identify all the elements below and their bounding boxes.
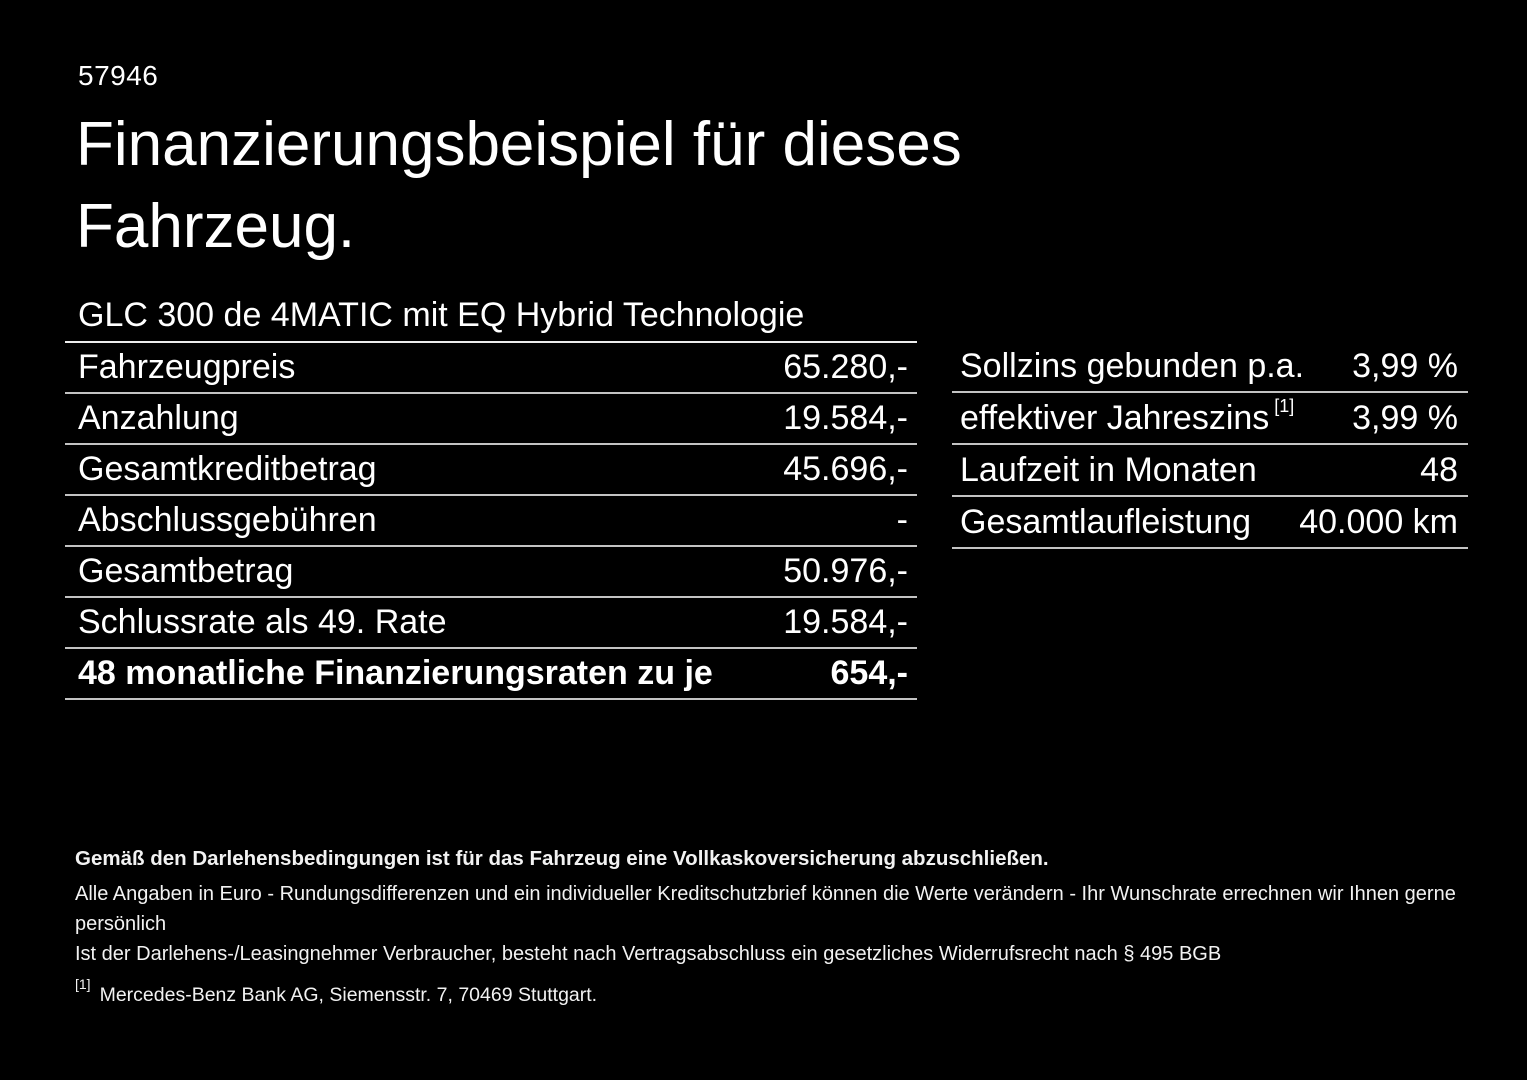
row-value: 40.000 km xyxy=(1299,502,1458,541)
table-row-gesamtkreditbetrag: Gesamtkreditbetrag 45.696,- xyxy=(65,445,917,496)
row-label: Sollzins gebunden p.a. xyxy=(960,346,1305,385)
row-value: 654,- xyxy=(830,654,909,692)
row-label: Gesamtbetrag xyxy=(78,552,294,590)
table-row-gesamtlaufleistung: Gesamtlaufleistung 40.000 km xyxy=(952,497,1468,549)
row-label: Gesamtkreditbetrag xyxy=(78,450,377,488)
table-row-anzahlung: Anzahlung 19.584,- xyxy=(65,394,917,445)
table-row-fahrzeugpreis: Fahrzeugpreis 65.280,- xyxy=(65,343,917,394)
row-value: 50.976,- xyxy=(783,552,908,590)
disclaimer-block: Gemäß den Darlehensbedingungen ist für d… xyxy=(75,846,1475,1008)
row-label: Schlussrate als 49. Rate xyxy=(78,603,447,641)
table-row-effektiver-jahreszins: effektiver Jahreszins [1] 3,99 % xyxy=(952,393,1468,445)
row-label: Abschlussgebühren xyxy=(78,501,377,539)
page-title: Finanzierungsbeispiel für dieses Fahrzeu… xyxy=(76,104,962,268)
page-title-line1: Finanzierungsbeispiel für dieses xyxy=(76,110,962,179)
row-value: 48 xyxy=(1420,450,1458,489)
disclaimer-euro-note: Alle Angaben in Euro - Rundungsdifferenz… xyxy=(75,883,1456,935)
row-value: 65.280,- xyxy=(783,348,908,386)
row-value: 3,99 % xyxy=(1352,398,1458,437)
conditions-table: Sollzins gebunden p.a. 3,99 % effektiver… xyxy=(952,341,1468,549)
financing-table: Fahrzeugpreis 65.280,- Anzahlung 19.584,… xyxy=(65,341,917,700)
row-label: Gesamtlaufleistung xyxy=(960,502,1252,541)
row-label: Fahrzeugpreis xyxy=(78,348,296,386)
page-title-line2: Fahrzeug. xyxy=(76,192,356,261)
footnote-text: Mercedes-Benz Bank AG, Siemensstr. 7, 70… xyxy=(99,984,598,1006)
table-row-sollzins: Sollzins gebunden p.a. 3,99 % xyxy=(952,341,1468,393)
row-label: Anzahlung xyxy=(78,399,239,437)
vehicle-name: GLC 300 de 4MATIC mit EQ Hybrid Technolo… xyxy=(78,296,805,334)
row-value: 19.584,- xyxy=(783,399,908,437)
table-row-schlussrate: Schlussrate als 49. Rate 19.584,- xyxy=(65,598,917,649)
disclaimer-insurance-note: Gemäß den Darlehensbedingungen ist für d… xyxy=(75,847,1049,870)
row-label: effektiver Jahreszins [1] xyxy=(960,396,1295,437)
row-value: 45.696,- xyxy=(783,450,908,488)
row-label: Laufzeit in Monaten xyxy=(960,450,1257,489)
row-value: 3,99 % xyxy=(1352,346,1458,385)
footnote-marker-superscript: [1] xyxy=(75,975,91,992)
row-label: 48 monatliche Finanzierungsraten zu je xyxy=(78,654,713,692)
footnote-bank: [1] Mercedes-Benz Bank AG, Siemensstr. 7,… xyxy=(75,977,1475,1008)
table-row-abschlussgebuehren: Abschlussgebühren - xyxy=(65,496,917,547)
table-row-laufzeit: Laufzeit in Monaten 48 xyxy=(952,445,1468,497)
row-value: 19.584,- xyxy=(783,603,908,641)
row-value: - xyxy=(896,501,908,539)
table-row-gesamtbetrag: Gesamtbetrag 50.976,- xyxy=(65,547,917,598)
footnote-ref-superscript: [1] xyxy=(1274,396,1295,417)
offer-code: 57946 xyxy=(78,60,159,91)
disclaimer-widerruf-note: Ist der Darlehens-/Leasingnehmer Verbrau… xyxy=(75,943,1222,965)
table-row-monatsrate: 48 monatliche Finanzierungsraten zu je 6… xyxy=(65,649,917,700)
